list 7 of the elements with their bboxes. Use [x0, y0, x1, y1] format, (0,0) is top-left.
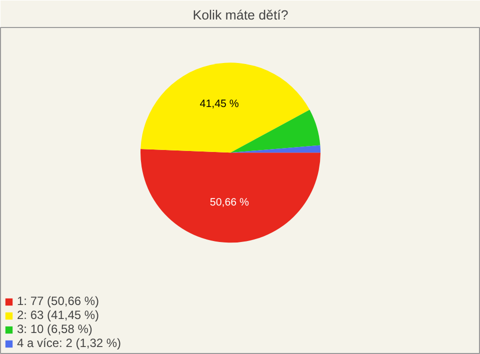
- legend-label: 2: 63 (41,45 %): [17, 308, 100, 322]
- data-label: 50,66 %: [210, 196, 250, 209]
- chart-title: Kolik máte dětí?: [192, 8, 288, 22]
- legend-label: 4 a více: 2 (1,32 %): [17, 336, 122, 350]
- legend-label: 3: 10 (6,58 %): [17, 322, 92, 336]
- data-label: 41,45 %: [200, 98, 240, 110]
- legend-label: 1: 77 (50,66 %): [17, 294, 100, 308]
